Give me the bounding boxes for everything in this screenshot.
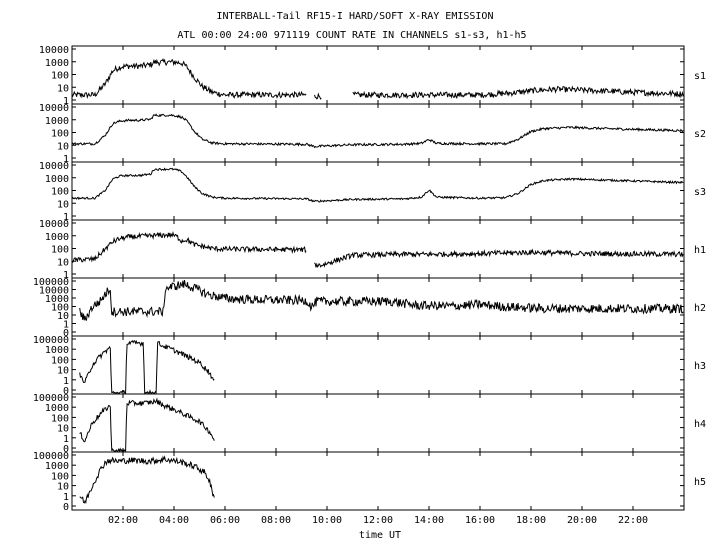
y-tick-label-h5: 1000 xyxy=(45,461,69,472)
y-tick-label-s3: 10 xyxy=(57,199,69,210)
y-tick-label-h4: 1000 xyxy=(45,403,69,414)
y-tick-label-h3: 10 xyxy=(57,366,69,377)
y-tick-label-s3: 10000 xyxy=(39,161,69,172)
y-tick-label-s2: 1 xyxy=(63,154,69,165)
x-axis-label: time UT xyxy=(359,530,401,541)
chart-title: INTERBALL-Tail RF15-I HARD/SOFT X-RAY EM… xyxy=(217,11,494,22)
panel-frame-s2 xyxy=(71,103,685,163)
y-tick-label-h1: 10000 xyxy=(39,219,69,230)
y-tick-label-h3: 100 xyxy=(51,355,69,366)
x-tick-label: 02:00 xyxy=(108,515,138,526)
y-tick-label-s1: 1 xyxy=(63,96,69,107)
channel-label-h2: h2 xyxy=(694,303,706,314)
y-tick-label-h5: 100 xyxy=(51,471,69,482)
series-line-h1 xyxy=(71,230,684,268)
y-tick-label-h3: 1000 xyxy=(45,345,69,356)
y-tick-label-h2: 1 xyxy=(63,320,69,331)
x-tick-label: 08:00 xyxy=(261,515,291,526)
y-tick-label-h1: 1 xyxy=(63,270,69,281)
y-tick-label-h3: 1 xyxy=(63,376,69,387)
y-tick-label-h1: 10 xyxy=(57,257,69,268)
y-tick-label-s2: 100 xyxy=(51,129,69,140)
x-tick-label: 12:00 xyxy=(363,515,393,526)
x-tick-label: 04:00 xyxy=(159,515,189,526)
y-tick-label-h5: 10 xyxy=(57,482,69,493)
y-tick-label-h4: 0 xyxy=(63,444,69,455)
panel-frame-h1 xyxy=(71,219,685,279)
channel-panels: 100001000100101s1100001000100101s2100001… xyxy=(33,45,706,513)
chart-subtitle: ATL 00:00 24:00 971119 COUNT RATE IN CHA… xyxy=(177,30,526,41)
x-axis: 02:00 04:00 06:00 08:00 10:00 12:00 14:00 16:00… xyxy=(108,46,648,526)
x-tick-label: 18:00 xyxy=(516,515,546,526)
channel-label-h1: h1 xyxy=(694,245,706,256)
y-tick-label-s3: 1 xyxy=(63,212,69,223)
y-tick-label-h4: 1 xyxy=(63,434,69,445)
y-tick-label-h5: 100000 xyxy=(33,451,69,462)
channel-label-h5: h5 xyxy=(694,477,706,488)
x-tick-label: 22:00 xyxy=(618,515,648,526)
series-line-s3 xyxy=(71,167,684,203)
channel-label-s3: s3 xyxy=(694,187,706,198)
x-tick-label: 20:00 xyxy=(567,515,597,526)
y-tick-label-h4: 100 xyxy=(51,413,69,424)
y-tick-label-h4: 100000 xyxy=(33,393,69,404)
y-tick-label-s3: 100 xyxy=(51,187,69,198)
y-tick-label-s1: 10000 xyxy=(39,45,69,56)
series-line-s2 xyxy=(71,113,684,149)
y-tick-label-s3: 1000 xyxy=(45,174,69,185)
y-tick-label-h5: 1 xyxy=(63,492,69,503)
y-tick-label-h2: 1000 xyxy=(45,294,69,305)
series-line-h3 xyxy=(79,339,215,395)
x-tick-label: 16:00 xyxy=(465,515,495,526)
y-tick-label-h4: 10 xyxy=(57,424,69,435)
channel-label-s1: s1 xyxy=(694,71,706,82)
x-tick-label: 14:00 xyxy=(414,515,444,526)
y-tick-label-h2: 10000 xyxy=(39,286,69,297)
y-tick-label-s2: 10 xyxy=(57,141,69,152)
series-line-h2 xyxy=(79,280,684,321)
y-tick-label-s2: 10000 xyxy=(39,103,69,114)
y-tick-label-h2: 10 xyxy=(57,311,69,322)
channel-label-h4: h4 xyxy=(694,419,706,430)
y-tick-label-s1: 1000 xyxy=(45,58,69,69)
y-tick-label-s1: 10 xyxy=(57,83,69,94)
channel-label-s2: s2 xyxy=(694,129,706,140)
series-line-h5 xyxy=(79,455,215,505)
panel-frame-h4 xyxy=(71,393,685,453)
panel-frame-h3 xyxy=(71,335,685,395)
y-tick-label-h2: 100000 xyxy=(33,277,69,288)
channel-label-h3: h3 xyxy=(694,361,706,372)
series-line-h4 xyxy=(79,397,215,453)
x-tick-label: 06:00 xyxy=(210,515,240,526)
y-tick-label-h5: 0 xyxy=(63,502,69,513)
x-tick-label: 10:00 xyxy=(312,515,342,526)
y-tick-label-h3: 0 xyxy=(63,386,69,397)
y-tick-label-h3: 100000 xyxy=(33,335,69,346)
y-tick-label-s2: 1000 xyxy=(45,116,69,127)
y-tick-label-h2: 100 xyxy=(51,303,69,314)
series-line-s1 xyxy=(71,58,684,100)
y-tick-label-h1: 100 xyxy=(51,245,69,256)
y-tick-label-h2: 0 xyxy=(63,328,69,339)
y-tick-label-h1: 1000 xyxy=(45,232,69,243)
panel-frame-h5 xyxy=(71,451,685,511)
y-tick-label-s1: 100 xyxy=(51,71,69,82)
